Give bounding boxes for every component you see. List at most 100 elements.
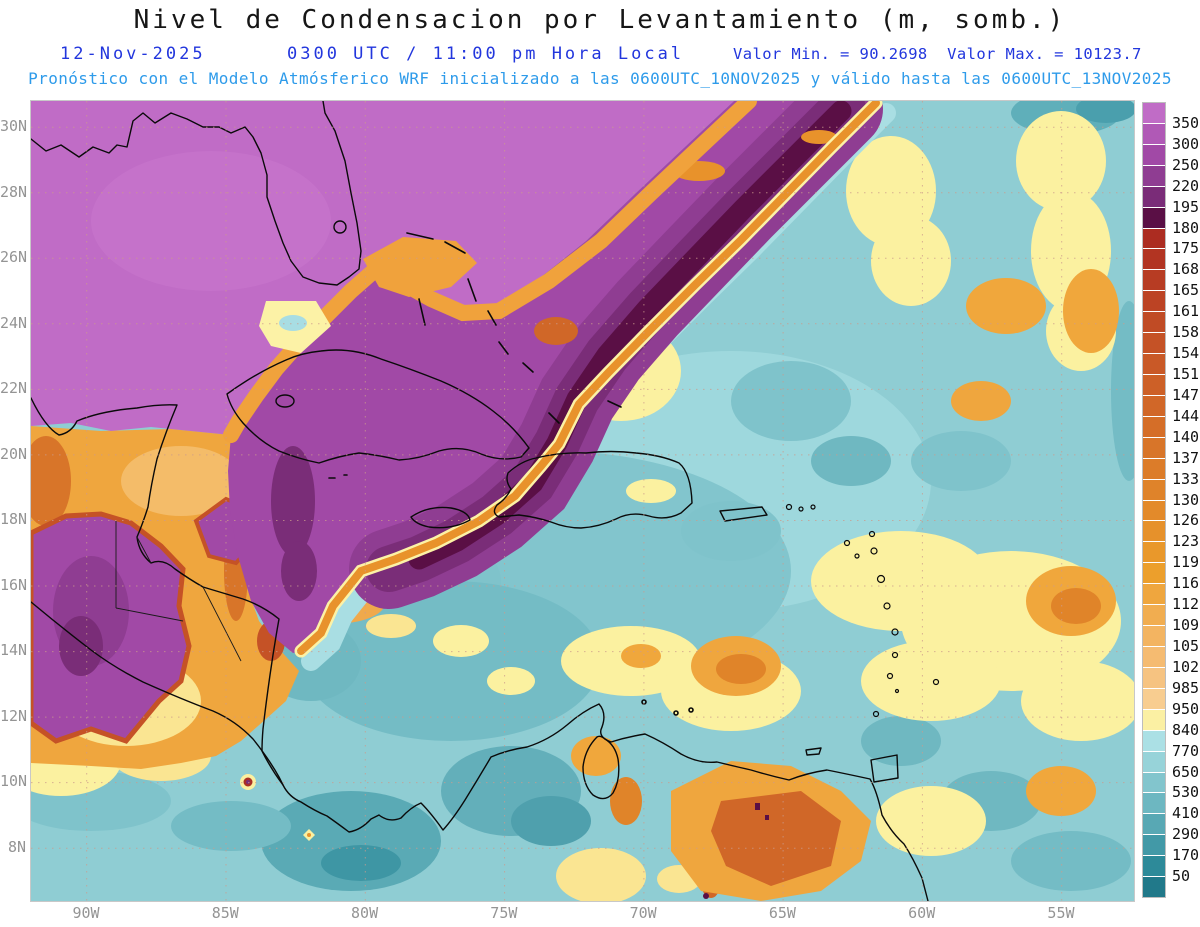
coastlines-layer bbox=[31, 101, 940, 901]
colorbar-cell: 1265 bbox=[1143, 500, 1200, 529]
page-title: Nivel de Condensacion por Levantamiento … bbox=[133, 5, 1067, 35]
colorbar-cell: 3500 bbox=[1143, 103, 1200, 132]
colorbar-cell: 840 bbox=[1143, 709, 1199, 739]
colorbar-cell: 1020 bbox=[1143, 646, 1200, 676]
colorbar-tick-label: 1545 bbox=[1172, 344, 1200, 363]
colorbar-cell: 950 bbox=[1143, 688, 1199, 718]
colorbar-cell: 1370 bbox=[1143, 437, 1200, 467]
colorbar-cell: 1475 bbox=[1143, 374, 1200, 404]
colorbar-tick-label: 170 bbox=[1172, 846, 1200, 865]
colorbar-cell: 1160 bbox=[1143, 563, 1200, 592]
colorbar-tick-label: 1475 bbox=[1172, 385, 1200, 404]
lon-tick-label: 55W bbox=[1047, 904, 1075, 922]
colorbar-tick-label: 1370 bbox=[1172, 448, 1200, 467]
longitude-axis: 90W 85W 80W 75W 70W 65W 60W 55W bbox=[66, 904, 1081, 922]
colorbar-tick-label: 1230 bbox=[1172, 532, 1200, 551]
colorbar-tick-label: 950 bbox=[1172, 699, 1200, 718]
colorbar-cell: 2200 bbox=[1143, 165, 1200, 195]
lon-tick-label: 75W bbox=[490, 904, 518, 922]
colorbar-cell: 1090 bbox=[1143, 605, 1200, 634]
colorbar-tick-label: 530 bbox=[1172, 783, 1200, 802]
colorbar-tick-label: 1685 bbox=[1172, 260, 1200, 279]
lon-tick-label: 80W bbox=[351, 904, 379, 922]
colorbar-tick-label: 50 bbox=[1172, 867, 1191, 886]
colorbar-cell: 1510 bbox=[1143, 354, 1200, 383]
colorbar-cell: 410 bbox=[1143, 793, 1199, 822]
pacific-coastline bbox=[31, 601, 284, 786]
lon-tick-label: 65W bbox=[768, 904, 796, 922]
colorbar-cell: 1405 bbox=[1143, 416, 1200, 446]
colorbar-cell: 1335 bbox=[1143, 458, 1200, 488]
cuba-coastline bbox=[226, 349, 530, 464]
isla-juventud bbox=[275, 394, 295, 408]
gridlines-layer bbox=[31, 101, 1134, 901]
colorbar-tick-label: 1950 bbox=[1172, 197, 1200, 216]
lat-tick-label: 18N bbox=[0, 510, 28, 529]
colorbar-tick-label: 290 bbox=[1172, 825, 1200, 844]
cayman-abc-islands bbox=[328, 474, 694, 716]
colorbar-tick-label: 1580 bbox=[1172, 323, 1200, 342]
lon-tick-label: 60W bbox=[908, 904, 936, 922]
forecast-subtitle: Pronóstico con el Modelo Atmósferico WRF… bbox=[28, 69, 1172, 88]
valor-min-label: Valor Min. = bbox=[733, 45, 850, 63]
colorbar-cell: 650 bbox=[1143, 751, 1199, 781]
valor-max-label: Valor Max. = bbox=[947, 45, 1064, 63]
colorbar-cell: 1615 bbox=[1143, 291, 1200, 320]
lat-tick-label: 28N bbox=[0, 182, 28, 201]
colorbar-tick-label: 1615 bbox=[1172, 302, 1200, 321]
us-gulf-florida-coastline bbox=[31, 101, 362, 286]
colorbar-tick-label: 1195 bbox=[1172, 553, 1200, 572]
lat-tick-label: 26N bbox=[0, 248, 28, 267]
bahamas-islands bbox=[406, 232, 622, 424]
latitude-axis: 30N 28N 26N 24N 22N 20N 18N 16N 14N 12N 10N 8N bbox=[0, 117, 28, 856]
colorbar-tick-label: 1440 bbox=[1172, 406, 1200, 425]
venezuela-orange-region bbox=[671, 761, 871, 901]
colorbar-cell: 1545 bbox=[1143, 333, 1200, 362]
colorbar-cell: 170 bbox=[1143, 835, 1199, 864]
colorbar-cell: 50 bbox=[1143, 856, 1190, 885]
colorbar-cell: 1300 bbox=[1143, 479, 1200, 509]
puerto-rico-coastline bbox=[719, 506, 768, 522]
minmax-stats: Valor Min. = 90.2698 Valor Max. = 10123.… bbox=[733, 45, 1142, 63]
lat-tick-label: 20N bbox=[0, 444, 28, 463]
colorbar-cell: 985 bbox=[1143, 667, 1199, 697]
lat-tick-label: 10N bbox=[0, 772, 28, 791]
colorbar-cell: 290 bbox=[1143, 814, 1199, 843]
lake-okeechobee bbox=[333, 220, 347, 234]
valor-min-value: 90.2698 bbox=[859, 45, 928, 63]
lat-tick-label: 12N bbox=[0, 706, 28, 725]
colorbar-tick-label: 1800 bbox=[1172, 218, 1200, 237]
colorbar-cell: 2500 bbox=[1143, 144, 1200, 174]
colorbar-tick-label: 410 bbox=[1172, 804, 1200, 823]
lat-tick-label: 30N bbox=[0, 117, 28, 135]
colorbar-tick-label: 1405 bbox=[1172, 427, 1200, 446]
colorbar-tick-label: 1510 bbox=[1172, 364, 1200, 383]
colorbar-tick-label: 1020 bbox=[1172, 657, 1200, 676]
colorbar-cell: 1685 bbox=[1143, 249, 1200, 278]
colorbar-cell: 1750 bbox=[1143, 228, 1200, 257]
colorbar-cell: 770 bbox=[1143, 730, 1199, 760]
colorbar-legend: 3500 3000 2500 2200 1950 1800 1750 1685 … bbox=[1142, 102, 1200, 898]
central-south-america-coastline bbox=[31, 397, 929, 901]
colorbar-tick-label: 1650 bbox=[1172, 281, 1200, 300]
valid-date: 12-Nov-2025 bbox=[60, 44, 206, 64]
colorbar-tick-label: 1090 bbox=[1172, 616, 1200, 635]
lcl-contour-map bbox=[31, 101, 1134, 901]
colorbar-tick-label: 1125 bbox=[1172, 595, 1200, 614]
colorbar-tick-label: 3000 bbox=[1172, 134, 1200, 153]
lesser-antilles-islands bbox=[785, 503, 940, 718]
colorbar-cell: 530 bbox=[1143, 772, 1199, 801]
jamaica-coastline bbox=[410, 506, 471, 529]
colorbar-tick-label: 1055 bbox=[1172, 636, 1200, 655]
lat-tick-label: 22N bbox=[0, 379, 28, 398]
colorbar-cell: 1195 bbox=[1143, 542, 1200, 571]
trinidad-coastline bbox=[870, 754, 899, 783]
colorbar-cell: 1440 bbox=[1143, 395, 1200, 425]
lon-tick-label: 90W bbox=[72, 904, 100, 922]
colorbar-tick-label: 3500 bbox=[1172, 113, 1200, 132]
colorbar-tick-label: 1300 bbox=[1172, 490, 1200, 509]
margarita-island bbox=[805, 747, 822, 756]
colorbar-cell: 3000 bbox=[1143, 123, 1200, 153]
lat-tick-label: 14N bbox=[0, 641, 28, 660]
colorbar-tick-label: 1750 bbox=[1172, 239, 1200, 258]
